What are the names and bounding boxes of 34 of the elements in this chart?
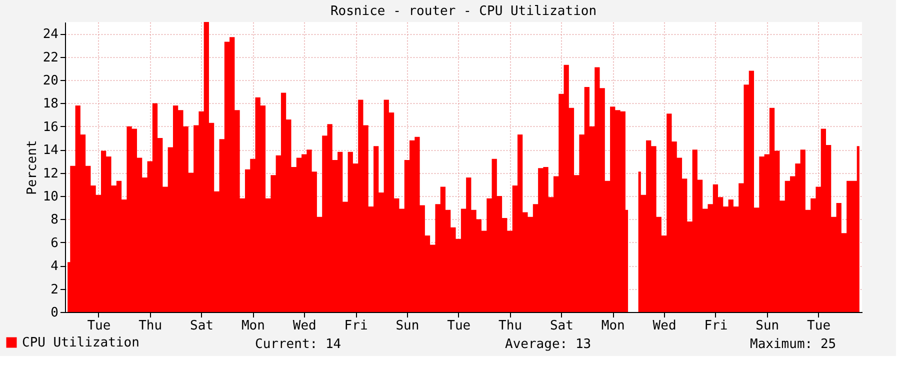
x-tick-label: Fri [344, 318, 368, 334]
y-tick-label: 6 [50, 236, 58, 251]
x-tick-label: Mon [601, 318, 625, 334]
y-tick-label: 22 [42, 50, 58, 66]
y-tick-label: 2 [50, 282, 58, 298]
y-tick-label: 8 [50, 212, 58, 228]
y-axis-title: Percent [24, 140, 40, 195]
text: Average: 13 [505, 337, 592, 352]
x-tick-label: Tue [447, 318, 471, 334]
y-tick-label: 16 [42, 120, 58, 135]
x-tick-label: Sat [550, 318, 574, 334]
legend-label: CPU Utilization [22, 336, 140, 350]
x-tick-label: Thu [138, 318, 162, 334]
text: Maximum: 25 [750, 337, 836, 352]
y-tick-label: 14 [42, 143, 59, 158]
y-tick-label: 20 [42, 74, 58, 88]
x-tick-label: Wed [292, 318, 316, 334]
y-tick-label: 10 [42, 190, 58, 204]
x-tick-label: Wed [652, 318, 676, 334]
y-tick-label: 18 [42, 96, 58, 112]
x-tick-label: Sun [396, 318, 420, 334]
y-tick-label: 0 [50, 306, 58, 320]
y-tick-label: 4 [50, 259, 59, 274]
y-tick-label: 24 [42, 27, 59, 42]
x-tick-label: Sat [190, 318, 214, 334]
x-tick-label: Mon [241, 318, 265, 334]
chart-title: Rosnice - router - CPU Utilization [330, 4, 597, 19]
x-tick-label: Thu [498, 318, 522, 334]
x-tick-label: Fri [704, 318, 728, 334]
x-tick-label: Sun [756, 318, 780, 334]
x-tick-label: Tue [87, 318, 111, 334]
x-tick-label: Tue [807, 318, 831, 334]
text: Current: 14 [255, 337, 342, 352]
y-tick-label: 12 [42, 166, 58, 182]
